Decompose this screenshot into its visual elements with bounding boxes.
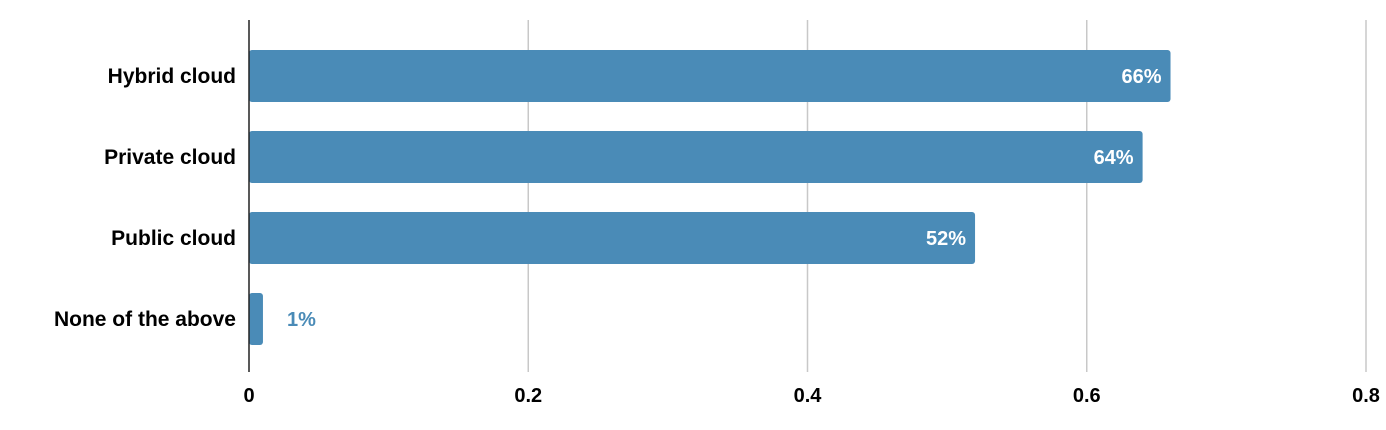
x-tick-label: 0.8: [1352, 385, 1380, 407]
x-axis-tick-labels: 0 0.2 0.4 0.6 0.8: [243, 385, 1379, 407]
category-label: Public cloud: [111, 227, 236, 250]
category-label: Hybrid cloud: [108, 65, 236, 88]
x-tick-label: 0.4: [794, 385, 823, 407]
bar: [249, 131, 1143, 183]
x-tick-label: 0.6: [1073, 385, 1101, 407]
data-label: 64%: [1094, 147, 1134, 169]
x-tick-label: 0.2: [514, 385, 542, 407]
data-label: 1%: [287, 309, 316, 331]
data-label: 52%: [926, 228, 966, 250]
category-label: None of the above: [54, 308, 236, 331]
category-label: Private cloud: [104, 146, 236, 169]
category-labels: Hybrid cloud Private cloud Public cloud Non…: [54, 65, 236, 331]
x-tick-label: 0: [243, 385, 254, 407]
bar: [249, 293, 263, 345]
data-labels: 66% 64% 52% 1%: [287, 66, 1162, 331]
data-label: 66%: [1121, 66, 1161, 88]
bar: [249, 212, 976, 264]
bar: [249, 50, 1171, 102]
bars: [249, 50, 1171, 345]
